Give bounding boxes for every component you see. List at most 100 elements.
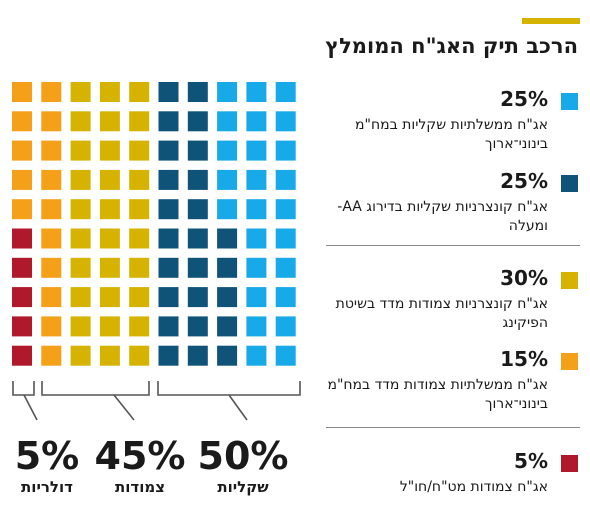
waffle-cell [70, 169, 91, 190]
waffle-cell [187, 316, 208, 337]
waffle-cell [187, 228, 208, 249]
waffle-cell [246, 228, 267, 249]
waffle-cell [129, 228, 150, 249]
summary-shekel: 50% שקליות [188, 436, 298, 496]
waffle-cell [99, 140, 120, 161]
waffle-cell [12, 345, 32, 366]
waffle-cell [41, 111, 62, 132]
waffle-cell [246, 316, 267, 337]
waffle-cell [275, 257, 296, 278]
waffle-cell [187, 111, 208, 132]
waffle-cell [275, 287, 296, 308]
group-brackets [12, 381, 301, 421]
waffle-cell [158, 228, 179, 249]
waffle-cell [275, 82, 296, 102]
summary-label: צמודות [114, 478, 165, 496]
waffle-cell [217, 169, 238, 190]
legend-percent: 25% [500, 87, 548, 111]
waffle-cell [12, 228, 32, 249]
waffle-cell [158, 82, 179, 102]
summary-value: 5% [14, 434, 80, 478]
waffle-cell [217, 287, 238, 308]
legend-description: אג"ח ממשלתיות שקליות במח"מ בינוני־ארוך [355, 117, 548, 152]
waffle-cell [12, 140, 32, 161]
legend-swatch [561, 175, 578, 192]
waffle-cell [129, 111, 150, 132]
waffle-cell [275, 345, 296, 366]
waffle-cell [275, 199, 296, 220]
waffle-cell [12, 199, 32, 220]
bracket-cpi [41, 381, 150, 421]
waffle-cell [217, 345, 238, 366]
summary-dollar: 5% דולריות [4, 436, 90, 496]
waffle-cell [187, 345, 208, 366]
waffle-cell [275, 228, 296, 249]
waffle-cell [41, 316, 62, 337]
legend-divider [326, 427, 580, 428]
waffle-cell [129, 257, 150, 278]
waffle-cell [187, 199, 208, 220]
waffle-cell [246, 169, 267, 190]
waffle-cell [41, 140, 62, 161]
legend-percent: 30% [500, 266, 548, 290]
waffle-cell [70, 199, 91, 220]
waffle-cell [12, 287, 32, 308]
waffle-cell [12, 169, 32, 190]
waffle-cell [99, 287, 120, 308]
waffle-cell [70, 345, 91, 366]
waffle-cell [158, 345, 179, 366]
waffle-cell [70, 257, 91, 278]
waffle-cell [217, 199, 238, 220]
waffle-cell [246, 199, 267, 220]
waffle-cell [246, 82, 267, 102]
waffle-cell [246, 287, 267, 308]
waffle-cell [217, 257, 238, 278]
waffle-cell [41, 228, 62, 249]
waffle-cell [99, 199, 120, 220]
waffle-cell [158, 111, 179, 132]
chart-title: הרכב תיק האג"ח המומלץ [325, 34, 578, 58]
waffle-cell [129, 287, 150, 308]
waffle-cell [129, 140, 150, 161]
waffle-cell [187, 82, 208, 102]
waffle-cell [99, 82, 120, 102]
waffle-cell [12, 82, 32, 102]
waffle-cell [217, 228, 238, 249]
waffle-cell [158, 169, 179, 190]
waffle-cell [275, 169, 296, 190]
waffle-cell [41, 257, 62, 278]
summary-cpi: 45% צמודות [90, 436, 190, 496]
legend-percent: 5% [514, 449, 548, 473]
legend-divider [326, 245, 580, 246]
waffle-cell [217, 111, 238, 132]
waffle-cell [129, 345, 150, 366]
waffle-cell [41, 345, 62, 366]
waffle-cell [70, 82, 91, 102]
waffle-cell [187, 287, 208, 308]
summary-value: 45% [94, 434, 186, 478]
waffle-cell [70, 140, 91, 161]
waffle-cell [99, 316, 120, 337]
waffle-cell [99, 228, 120, 249]
waffle-cell [158, 257, 179, 278]
summary-label: דולריות [21, 478, 73, 496]
accent-rule [522, 18, 580, 24]
waffle-cell [70, 316, 91, 337]
waffle-cell [70, 228, 91, 249]
bracket-dollar [12, 381, 38, 421]
summary-value: 50% [197, 434, 289, 478]
legend-description: אג"ח ממשלתיות צמודות מדד במח"מ בינוני־אר… [327, 377, 548, 412]
legend-swatch [561, 272, 578, 289]
waffle-cell [246, 111, 267, 132]
waffle-cell [217, 140, 238, 161]
waffle-cell [129, 316, 150, 337]
waffle-cell [70, 287, 91, 308]
waffle-cell [41, 169, 62, 190]
legend-description: אג"ח צמודות מט"ח/חו"ל [399, 479, 548, 495]
legend-description: אג"ח קונצרניות שקליות בדירוג AA- ומעלה [337, 199, 548, 234]
summary-label: שקליות [217, 478, 269, 496]
waffle-cell [99, 111, 120, 132]
waffle-cell [70, 111, 91, 132]
waffle-cell [129, 199, 150, 220]
waffle-cell [275, 111, 296, 132]
